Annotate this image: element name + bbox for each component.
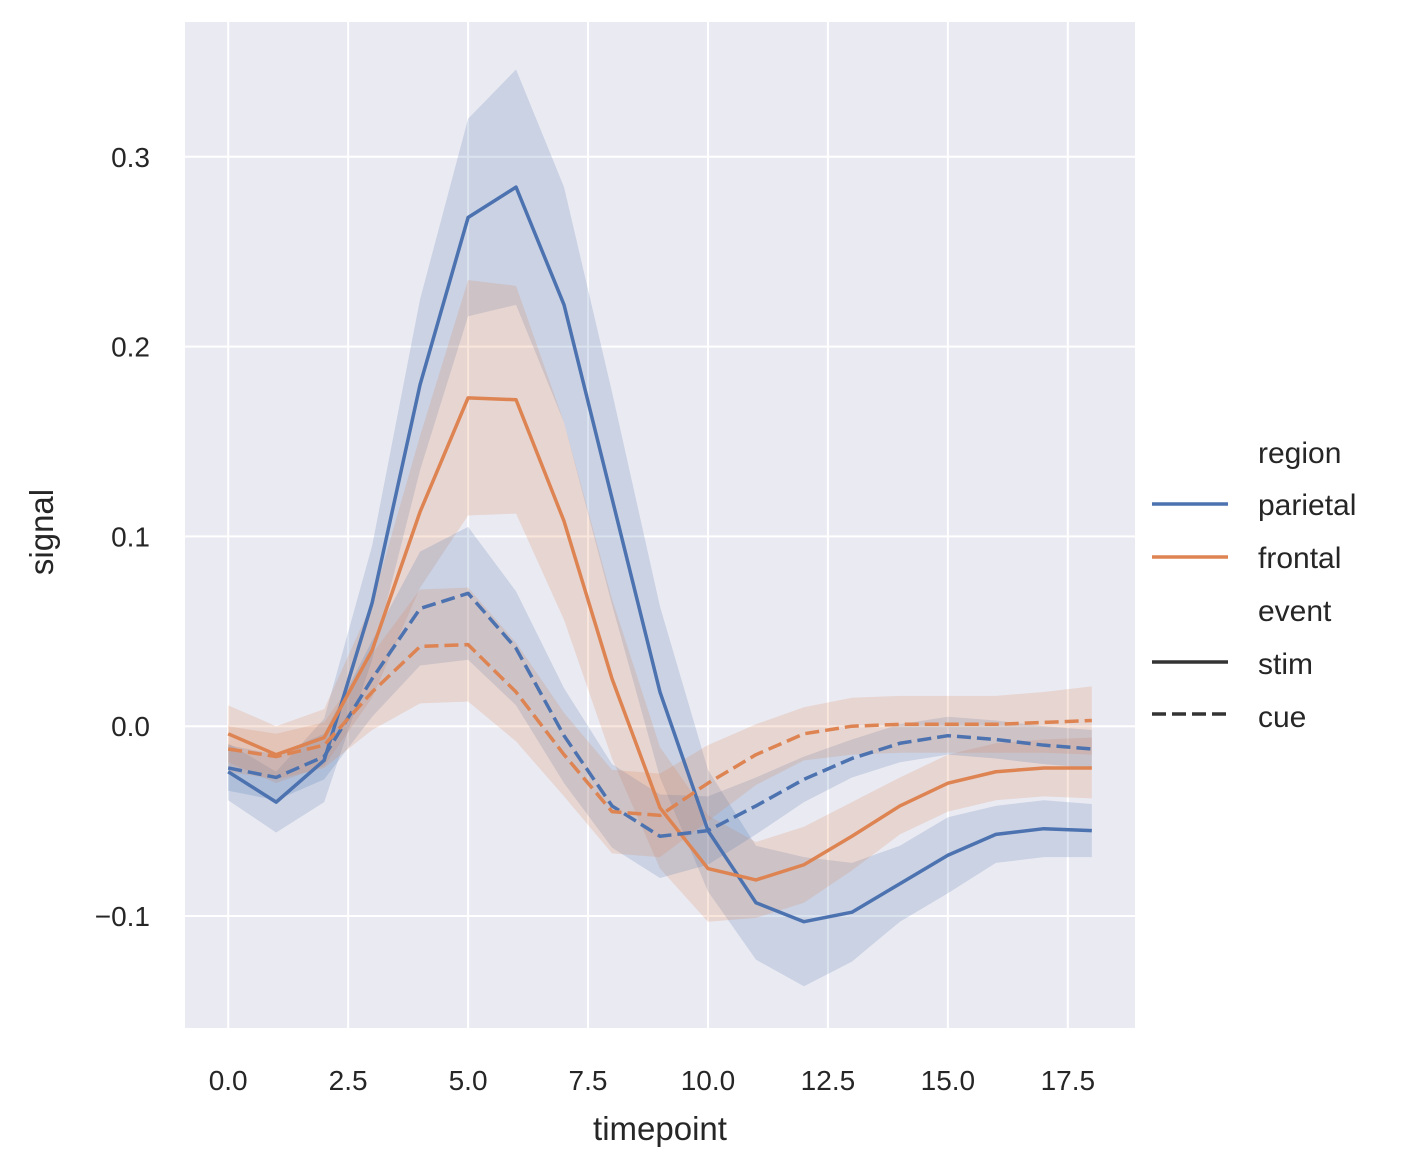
line-frontal-cue xyxy=(227,642,1092,818)
line-frontal-stim xyxy=(227,396,1092,882)
x-tick-label: 10.0 xyxy=(681,1065,736,1096)
legend: region parietal frontal event stim cue xyxy=(1152,437,1356,734)
x-tick-label: 0.0 xyxy=(209,1065,248,1096)
y-tick-label: 0.3 xyxy=(111,142,150,173)
legend-title-event: event xyxy=(1258,595,1332,628)
line-parietal-stim xyxy=(227,185,1092,924)
line-parietal-cue xyxy=(227,591,1092,839)
y-tick-label: 0.2 xyxy=(111,332,150,363)
ci-band-frontal-stim xyxy=(228,280,1092,922)
legend-label-frontal: frontal xyxy=(1258,542,1341,575)
x-tick-label: 15.0 xyxy=(921,1065,976,1096)
legend-label-stim: stim xyxy=(1258,648,1313,681)
tick-labels: 0.0 2.5 5.0 7.5 10.0 12.5 15.0 17.5 −0.1 0.0 0.1 0.… xyxy=(95,142,1095,1096)
x-tick-label: 7.5 xyxy=(569,1065,608,1096)
legend-label-cue: cue xyxy=(1258,701,1306,734)
ci-band-parietal-cue xyxy=(228,526,1092,879)
series-lines xyxy=(227,185,1092,924)
y-tick-label: 0.0 xyxy=(111,711,150,742)
plot-background xyxy=(185,22,1135,1028)
ci-band-frontal-cue xyxy=(228,587,1092,858)
y-tick-label: −0.1 xyxy=(95,901,150,932)
x-tick-label: 2.5 xyxy=(329,1065,368,1096)
x-tick-label: 12.5 xyxy=(801,1065,856,1096)
x-tick-label: 17.5 xyxy=(1041,1065,1096,1096)
grid xyxy=(185,22,1135,1028)
x-axis-label: timepoint xyxy=(593,1110,727,1147)
legend-label-parietal: parietal xyxy=(1258,489,1356,522)
x-tick-label: 5.0 xyxy=(449,1065,488,1096)
y-axis-label: signal xyxy=(23,489,60,575)
legend-title-region: region xyxy=(1258,437,1341,470)
y-tick-label: 0.1 xyxy=(111,521,150,552)
